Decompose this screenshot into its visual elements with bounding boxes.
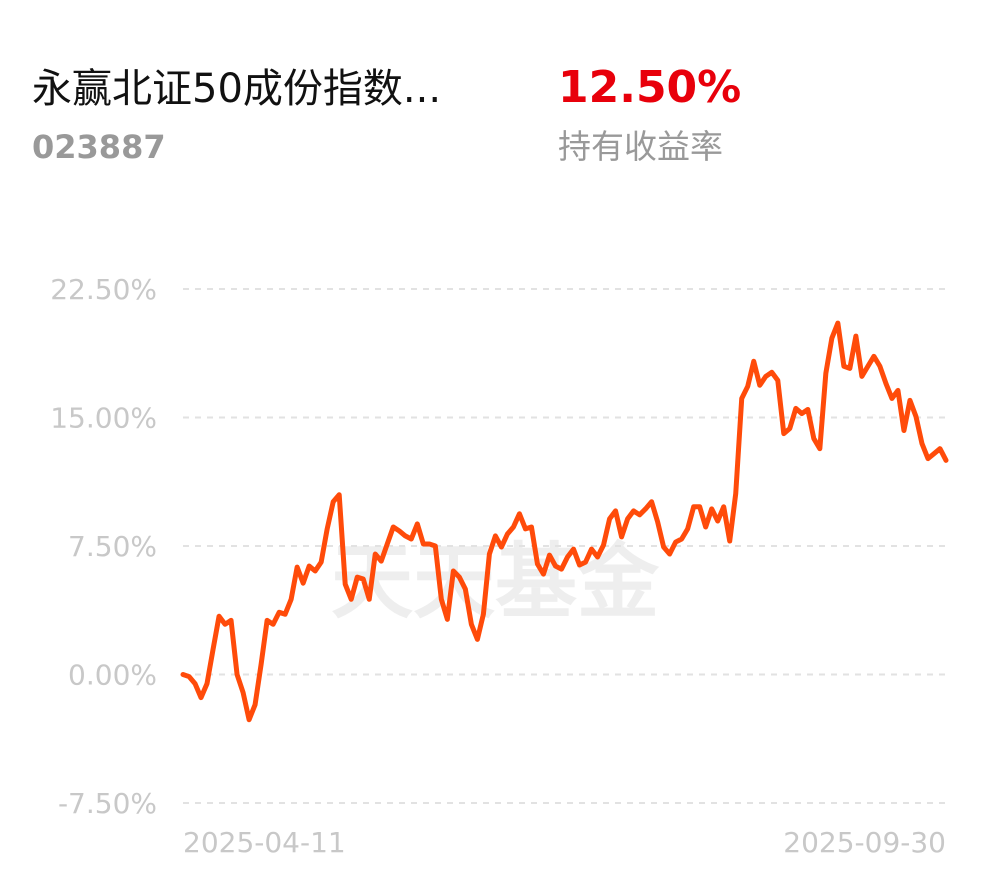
fund-name: 永赢北证50成份指数... <box>32 66 441 112</box>
holding-return: 12.50% <box>558 62 741 113</box>
series-line <box>180 320 949 723</box>
y-tick-label: 22.50% <box>50 273 157 306</box>
x-tick-label: 2025-04-11 <box>183 826 346 859</box>
fund-code: 023887 <box>32 128 166 166</box>
y-tick-label: 0.00% <box>68 659 157 692</box>
y-tick-label: 7.50% <box>68 530 157 563</box>
watermark: 天天基金 <box>331 535 660 630</box>
holding-return-label: 持有收益率 <box>558 127 723 166</box>
y-tick-label: -7.50% <box>58 787 157 820</box>
x-tick-label: 2025-09-30 <box>783 826 946 859</box>
y-tick-label: 15.00% <box>50 402 157 435</box>
